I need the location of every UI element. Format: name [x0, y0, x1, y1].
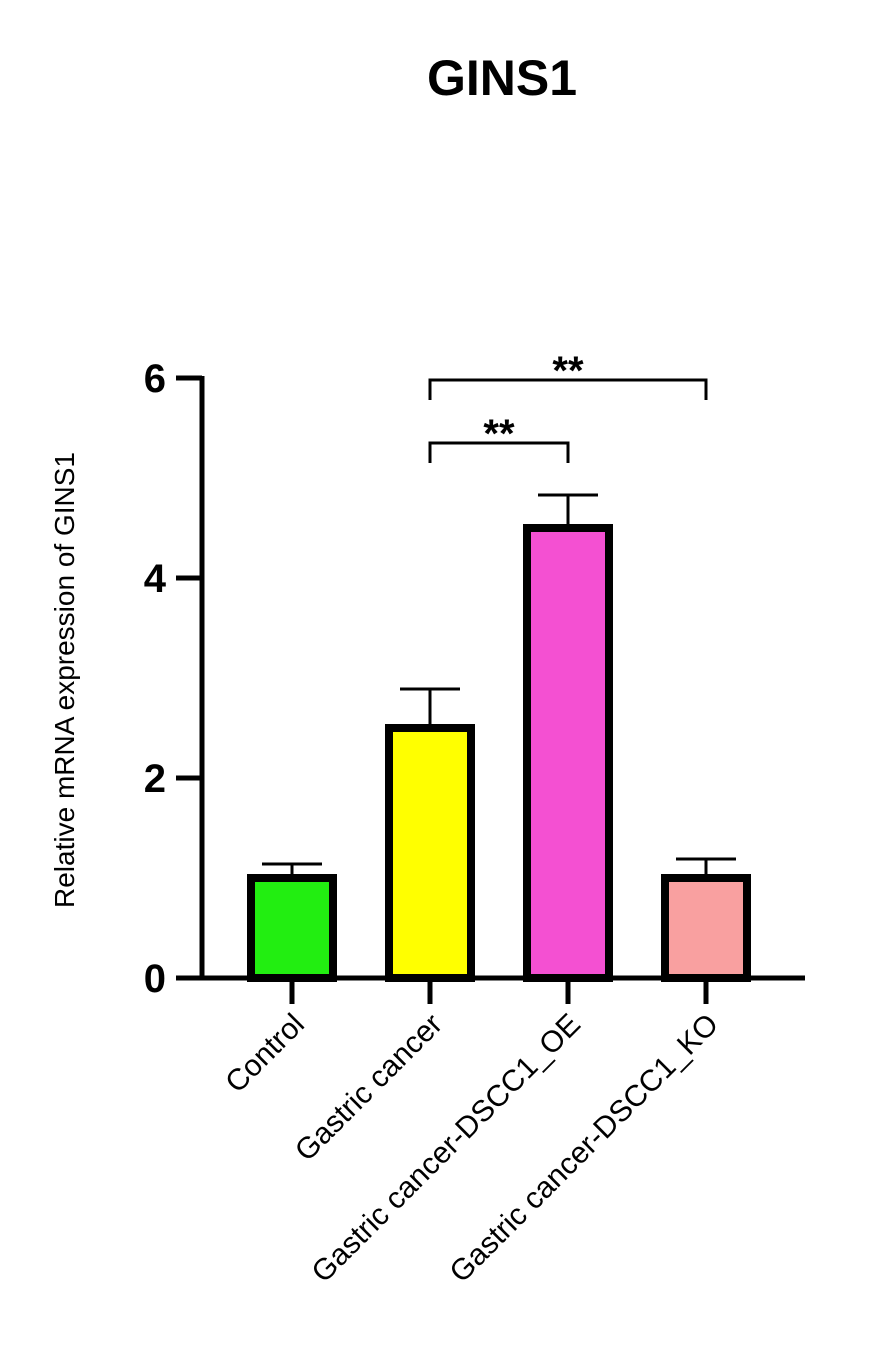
significance-bracket: [428, 378, 708, 400]
bar: [385, 724, 475, 982]
bar: [247, 874, 337, 982]
significance-label: **: [483, 412, 515, 456]
x-tick-label: Control: [219, 1008, 311, 1100]
significance-label: **: [552, 349, 584, 393]
bar: [523, 524, 613, 982]
chart-title: GINS1: [427, 50, 577, 106]
y-tick-label: 6: [144, 357, 166, 401]
x-tick-label: Gastric cancer-DSCC1_KO: [443, 1008, 725, 1290]
y-tick-label: 4: [144, 557, 167, 601]
y-axis-label: Relative mRNA expression of GINS1: [49, 452, 80, 908]
y-tick-label: 0: [144, 957, 166, 1001]
bar: [661, 874, 751, 982]
x-tick-label: Gastric cancer-DSCC1_OE: [305, 1008, 587, 1290]
significance-bracket: [428, 441, 570, 463]
y-tick-label: 2: [144, 757, 166, 801]
x-tick-label: Gastric cancer: [289, 1008, 449, 1168]
